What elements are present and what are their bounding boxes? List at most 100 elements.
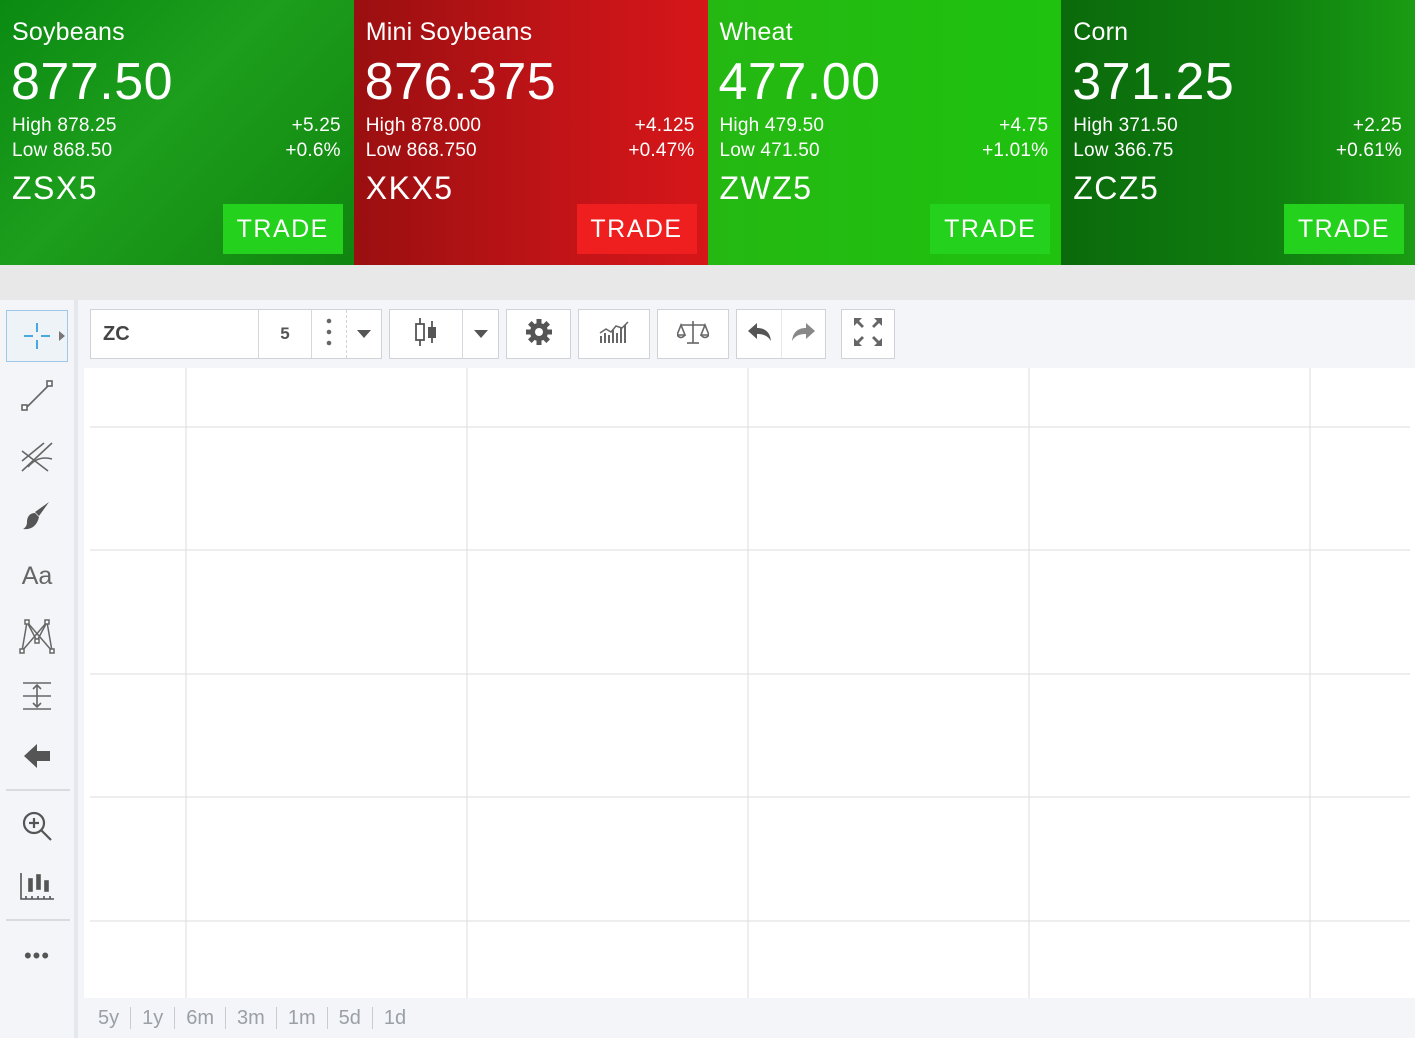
range-3m[interactable]: 3m [237,1006,265,1029]
brush-tool[interactable] [6,490,68,542]
separator-band [0,265,1415,300]
gear-icon [524,317,554,352]
redo-button[interactable] [782,321,826,348]
tile-high-row: High 479.50 +4.75 [720,115,1049,137]
tile-symbol: XKX5 [365,170,454,206]
range-divider [174,1007,176,1029]
range-1d[interactable]: 1d [383,1006,407,1029]
tile-high-row: High 878.25 +5.25 [12,115,341,137]
tile-corn: Corn 371.25 High 371.50 +2.25 Low 366.75… [1061,0,1415,265]
tool-divider [6,789,70,791]
tile-low-row: Low 868.750 +0.47% [366,140,695,162]
tile-pct: +0.6% [285,140,341,161]
candlestick-icon [413,315,439,354]
tile-low-row: Low 868.50 +0.6% [12,140,341,162]
settings-button[interactable] [506,309,571,359]
chart-type-group [389,309,499,359]
tile-symbol: ZWZ5 [719,170,813,206]
tile-pct: +0.61% [1335,140,1402,161]
tile-low: Low 471.50 [719,140,820,161]
brush-icon [19,498,55,534]
chart-plot-area[interactable] [84,368,1415,998]
pattern-icon [17,616,57,656]
tile-high-row: High 371.50 +2.25 [1073,115,1402,137]
tile-mini-soybeans: Mini Soybeans 876.375 High 878.000 +4.12… [353,0,708,265]
chart-toolbar: 5 [82,300,1415,368]
crosshair-tool[interactable] [6,310,68,362]
text-tool[interactable]: Aa [6,550,68,602]
compare-scale-button[interactable] [657,309,729,359]
tile-high: High 878.000 [365,115,482,136]
tile-pct: +0.47% [628,140,695,161]
chevron-down-icon [357,325,371,343]
chart-type-dropdown[interactable] [463,325,499,343]
tile-price: 877.50 [11,53,174,111]
undo-button[interactable] [737,321,781,348]
interval-dropdown-button[interactable] [347,325,381,343]
interval-value[interactable]: 5 [280,324,290,343]
fullscreen-button[interactable] [841,309,895,359]
chart-scale-icon [18,869,56,903]
interval-menu-button[interactable] [312,318,346,351]
range-divider [326,1007,328,1029]
zoom-in-icon [20,809,54,843]
range-5y[interactable]: 5y [98,1006,120,1029]
tile-low: Low 868.50 [12,140,113,161]
zoom-in-tool[interactable] [6,800,68,852]
tile-high: High 371.50 [1073,115,1178,136]
indicators-icon [598,320,630,349]
trendline-icon [19,378,55,414]
tile-price: 876.375 [364,53,557,111]
chart-scale-tool[interactable] [6,860,68,912]
more-icon: ••• [23,943,51,968]
tile-low: Low 366.75 [1073,140,1174,161]
more-tools-button[interactable]: ••• [6,930,68,982]
undo-icon [746,321,772,348]
drawing-toolbar: Aa ••• [0,300,78,1038]
trade-button-mini-soybeans[interactable]: TRADE [576,204,697,254]
tile-name: Mini Soybeans [365,18,533,46]
tool-divider [6,919,70,921]
quote-tiles: Soybeans 877.50 High 878.25 +5.25 Low 86… [0,0,1415,265]
history-group [736,309,826,359]
tile-name: Wheat [719,18,793,46]
tile-change: +5.25 [291,115,341,136]
expand-arrow-icon [59,331,65,341]
tile-change: +4.125 [634,115,695,136]
kebab-menu-icon [326,318,332,351]
range-divider [275,1007,277,1029]
fibonacci-icon [18,437,56,475]
trade-button-wheat[interactable]: TRADE [930,204,1051,254]
trendline-tool[interactable] [6,370,68,422]
fullscreen-icon [852,316,884,353]
range-divider [130,1007,132,1029]
trade-button-soybeans[interactable]: TRADE [222,204,343,254]
arrow-icon [21,740,53,772]
crosshair-icon [22,321,52,351]
chart-type-button[interactable] [390,315,462,354]
trade-button-corn[interactable]: TRADE [1284,204,1404,254]
pattern-tool[interactable] [6,610,68,662]
measure-tool[interactable] [6,670,68,722]
tile-symbol: ZCZ5 [1073,170,1160,206]
symbol-input[interactable] [91,321,245,347]
tile-pct: +1.01% [982,140,1049,161]
fibonacci-tool[interactable] [6,430,68,482]
indicators-button[interactable] [578,309,650,359]
chart-panel: Aa ••• [0,300,1415,1038]
arrow-tool[interactable] [6,730,68,782]
tile-low: Low 868.750 [365,140,477,161]
tile-change: +2.25 [1352,115,1402,136]
text-icon: Aa [21,561,53,590]
range-1m[interactable]: 1m [287,1006,316,1029]
tile-name: Corn [1073,18,1129,46]
tile-wheat: Wheat 477.00 High 479.50 +4.75 Low 471.5… [707,0,1062,265]
range-1y[interactable]: 1y [142,1006,164,1029]
range-5d[interactable]: 5d [338,1006,361,1029]
tile-high-row: High 878.000 +4.125 [366,115,695,137]
range-6m[interactable]: 6m [186,1006,215,1029]
tile-soybeans: Soybeans 877.50 High 878.25 +5.25 Low 86… [0,0,354,265]
tile-high: High 479.50 [719,115,825,136]
range-divider [225,1007,227,1029]
redo-icon [791,321,817,348]
